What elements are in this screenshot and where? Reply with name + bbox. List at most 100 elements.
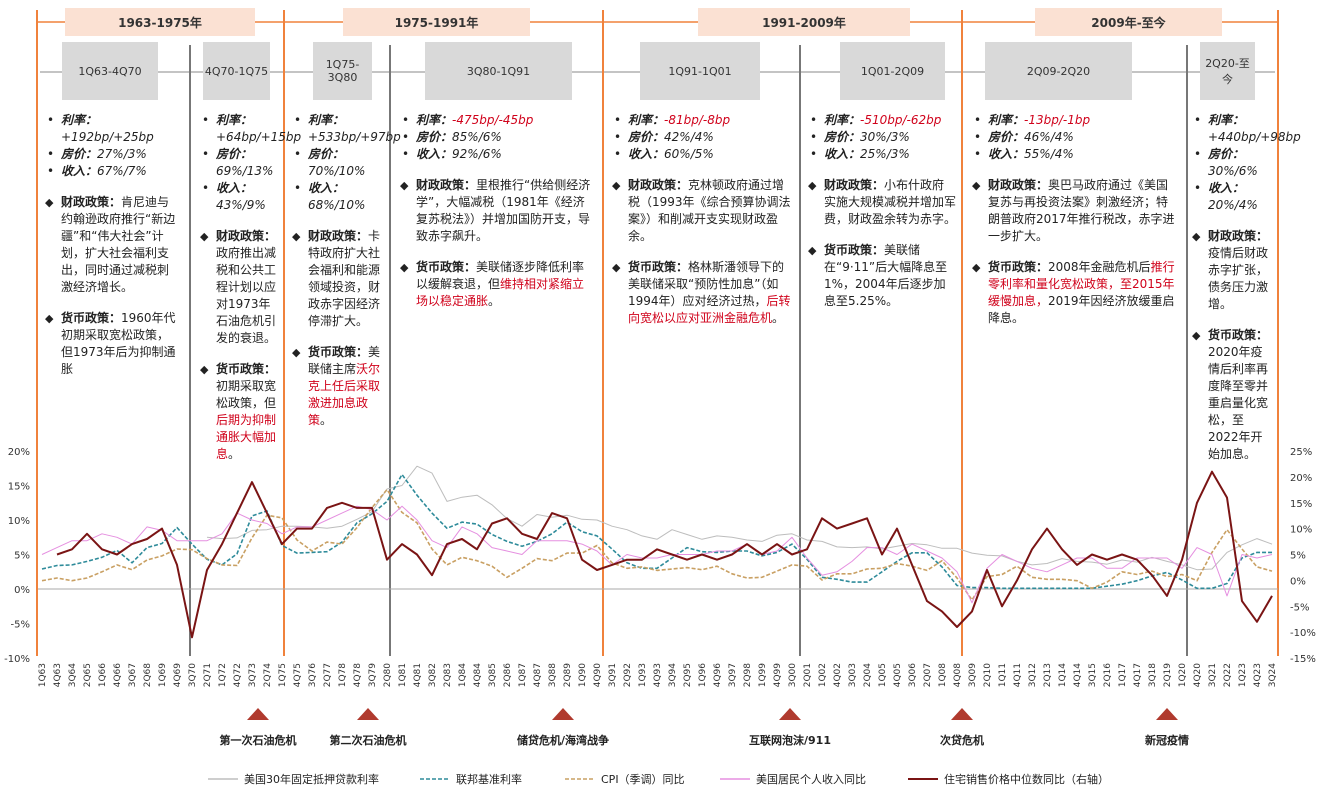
x-tick-label: 4Q14 — [1073, 663, 1083, 688]
x-tick-label: 3Q73 — [248, 663, 258, 687]
metric-label: 利率： — [988, 113, 1025, 127]
x-tick-label: 4Q75 — [293, 663, 303, 687]
policy-label: 财政政策： — [61, 195, 122, 209]
metric-label: 利率： — [824, 113, 861, 127]
x-tick-label: 3Q97 — [728, 663, 738, 687]
fiscal-policy: 财政政策： 政府推出减税和公共工程计划以应对1973年石油危机引发的衰退。 — [200, 228, 282, 347]
x-tick-label: 2Q07 — [923, 663, 933, 687]
x-tick-label: 3Q00 — [788, 663, 798, 688]
metric-label: 收入： — [628, 147, 665, 161]
event-marker — [247, 708, 269, 720]
x-tick-label: 4Q11 — [1013, 663, 1023, 687]
period-label: 4Q70-1Q75 — [203, 42, 270, 100]
metric-rate: 利率：-81bp/-8bp — [612, 112, 794, 129]
x-tick-label: 3Q06 — [908, 663, 918, 688]
x-tick-label: 1Q99 — [758, 663, 768, 688]
metric-rate: 利率： +192bp/+25bp — [45, 112, 180, 146]
policy-label: 货币政策： — [308, 345, 369, 359]
metric-value: 30%/6% — [1208, 164, 1258, 178]
x-tick-label: 1Q69 — [158, 663, 168, 688]
metric-house: 房价：30%/3% — [808, 129, 956, 146]
event-marker — [951, 708, 973, 720]
x-tick-label: 1Q81 — [398, 663, 408, 687]
policy-text: 。 — [228, 447, 241, 461]
x-tick-label: 2Q10 — [983, 663, 993, 688]
policy-text: 初期采取宽松政策，但 — [216, 379, 277, 410]
x-tick-label: 1Q11 — [998, 663, 1008, 687]
policy-label: 财政政策： — [308, 229, 369, 243]
policy-label: 货币政策： — [824, 243, 885, 257]
metric-value: 55%/4% — [1024, 147, 1074, 161]
y-tick-label: 5% — [14, 551, 30, 562]
policy-label: 财政政策： — [988, 178, 1049, 192]
x-tick-label: 3Q21 — [1208, 663, 1218, 687]
policy-text: 。 — [320, 413, 333, 427]
x-tick-label: 2Q95 — [683, 663, 693, 687]
period-notes: 利率：-475bp/-45bp房价：85%/6%收入：92%/6%财政政策：里根… — [400, 112, 595, 310]
metric-value: +533bp/+97bp — [308, 130, 401, 144]
policy-text: 。 — [772, 311, 785, 325]
period-label: 3Q80-1Q91 — [425, 42, 572, 100]
y2-tick-label: -5% — [1290, 602, 1309, 613]
period-label: 2Q09-2Q20 — [985, 42, 1132, 100]
metric-rate: 利率： +440bp/+98bp — [1192, 112, 1301, 146]
x-tick-label: 2Q04 — [863, 663, 873, 688]
metric-label: 房价： — [988, 130, 1025, 144]
metric-label: 收入： — [216, 181, 253, 195]
policy-text: 肯尼迪与约翰逊政府推行“新边疆”和“伟大社会”计划，扩大社会福利支出，同时通过减… — [61, 195, 176, 294]
x-tick-label: 2Q86 — [503, 663, 513, 688]
policy-label: 货币政策： — [61, 311, 122, 325]
x-tick-label: 3Q64 — [68, 663, 78, 688]
x-tick-label: 4Q87 — [533, 663, 543, 687]
legend-label: 住宅销售价格中位数同比（右轴） — [944, 772, 1109, 786]
x-tick-label: 2Q77 — [323, 663, 333, 687]
x-tick-label: 4Q05 — [893, 663, 903, 687]
legend-label: 联邦基准利率 — [456, 772, 522, 786]
metric-value: 67%/7% — [97, 164, 147, 178]
x-tick-label: 4Q08 — [953, 663, 963, 688]
metric-value: +64bp/+15bp — [216, 130, 302, 144]
x-tick-label: 1Q17 — [1118, 663, 1128, 687]
x-tick-label: 4Q93 — [653, 663, 663, 687]
x-tick-label: 3Q70 — [188, 663, 198, 688]
x-tick-label: 3Q88 — [548, 663, 558, 688]
metric-label: 房价： — [416, 130, 453, 144]
x-tick-label: 4Q81 — [413, 663, 423, 687]
y2-tick-label: -15% — [1290, 654, 1316, 665]
metric-value: 85%/6% — [452, 130, 502, 144]
policy-text: 美联储逐步降低利率以缓解衰退，但 — [416, 260, 585, 291]
policy-label: 货币政策： — [416, 260, 477, 274]
metric-rate: 利率： +533bp/+97bp — [292, 112, 401, 146]
period-label: 2Q20-至今 — [1200, 42, 1255, 100]
x-tick-label: 4Q17 — [1133, 663, 1143, 687]
metric-value: -81bp/-8bp — [664, 113, 731, 127]
metric-value: 30%/3% — [860, 130, 910, 144]
policy-label: 财政政策： — [1208, 229, 1269, 243]
x-tick-label: 3Q94 — [668, 663, 678, 688]
x-tick-label: 4Q02 — [833, 663, 843, 687]
x-tick-label: 3Q03 — [848, 663, 858, 687]
policy-label: 财政政策： — [628, 178, 689, 192]
y2-tick-label: 15% — [1290, 499, 1312, 510]
x-tick-label: 1Q63 — [38, 663, 48, 687]
event-marker — [357, 708, 379, 720]
metric-label: 房价： — [308, 147, 345, 161]
monetary-policy: 货币政策： 初期采取宽松政策，但后期为抑制通胀大幅加息。 — [200, 361, 282, 463]
metric-income: 收入： 43%/9% — [200, 180, 282, 214]
fiscal-policy: 财政政策：奥巴马政府通过《美国复苏与再投资法案》刺激经济；特朗普政府2017年推… — [972, 177, 1177, 245]
metric-label: 利率： — [216, 113, 253, 127]
event-label: 第一次石油危机 — [220, 733, 297, 747]
x-tick-label: 1Q72 — [218, 663, 228, 687]
metric-rate: 利率：-510bp/-62bp — [808, 112, 956, 129]
metric-label: 利率： — [1208, 113, 1245, 127]
metric-value: -13bp/-1bp — [1024, 113, 1091, 127]
metric-label: 房价： — [628, 130, 665, 144]
y-tick-label: 20% — [8, 447, 30, 458]
metric-label: 收入： — [416, 147, 453, 161]
x-tick-label: 2Q19 — [1163, 663, 1173, 688]
policy-text: 美联储在“9·11”后大幅降息至1%，2004年后逐步加息至5.25%。 — [824, 243, 948, 308]
policy-text: 克林顿政府通过增税（1993年《综合预算协调法案》）和削减开支实现财政盈余。 — [628, 178, 791, 243]
x-tick-label: 2Q80 — [383, 663, 393, 688]
legend-label: 美国居民个人收入同比 — [756, 772, 866, 786]
